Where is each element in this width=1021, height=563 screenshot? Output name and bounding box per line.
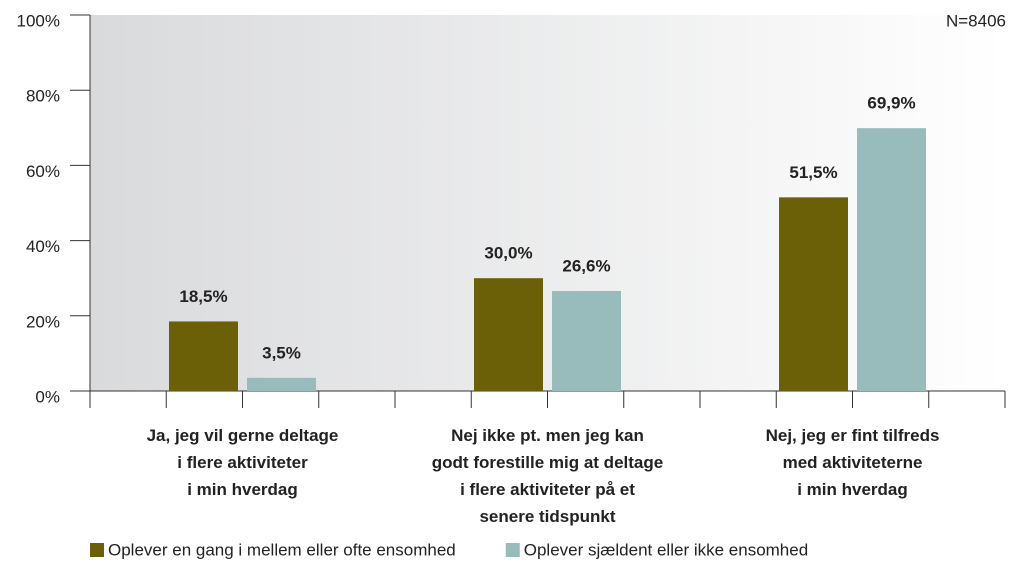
legend-swatch	[505, 543, 520, 557]
value-label: 3,5%	[262, 343, 301, 362]
y-tick-label: 60%	[26, 162, 60, 181]
plot-background	[90, 15, 1005, 391]
y-tick-label: 20%	[26, 312, 60, 331]
bar	[169, 321, 238, 391]
bar	[474, 278, 543, 391]
value-label: 51,5%	[789, 163, 837, 182]
legend-label: Oplever en gang i mellem eller ofte enso…	[108, 540, 456, 559]
annotation: N=8406	[946, 11, 1006, 30]
bar	[857, 128, 926, 391]
y-tick-label: 0%	[35, 387, 60, 406]
value-label: 69,9%	[867, 94, 915, 113]
value-label: 30,0%	[484, 244, 532, 263]
x-tick-label: Ja, jeg vil gerne deltage i flere aktivi…	[146, 426, 339, 499]
value-label: 18,5%	[179, 287, 227, 306]
legend-label: Oplever sjældent eller ikke ensomhed	[524, 540, 808, 559]
bar	[779, 197, 848, 391]
y-tick-label: 80%	[26, 87, 60, 106]
y-tick-label: 100%	[17, 11, 60, 30]
bar	[247, 377, 316, 391]
y-tick-label: 40%	[26, 237, 60, 256]
value-label: 26,6%	[562, 256, 610, 275]
x-tick-label: Nej ikke pt. men jeg kan godt forestille…	[431, 426, 664, 526]
legend-swatch	[90, 543, 104, 557]
bar	[552, 290, 621, 391]
x-tick-label: Nej, jeg er fint tilfreds med aktivitete…	[765, 426, 940, 499]
